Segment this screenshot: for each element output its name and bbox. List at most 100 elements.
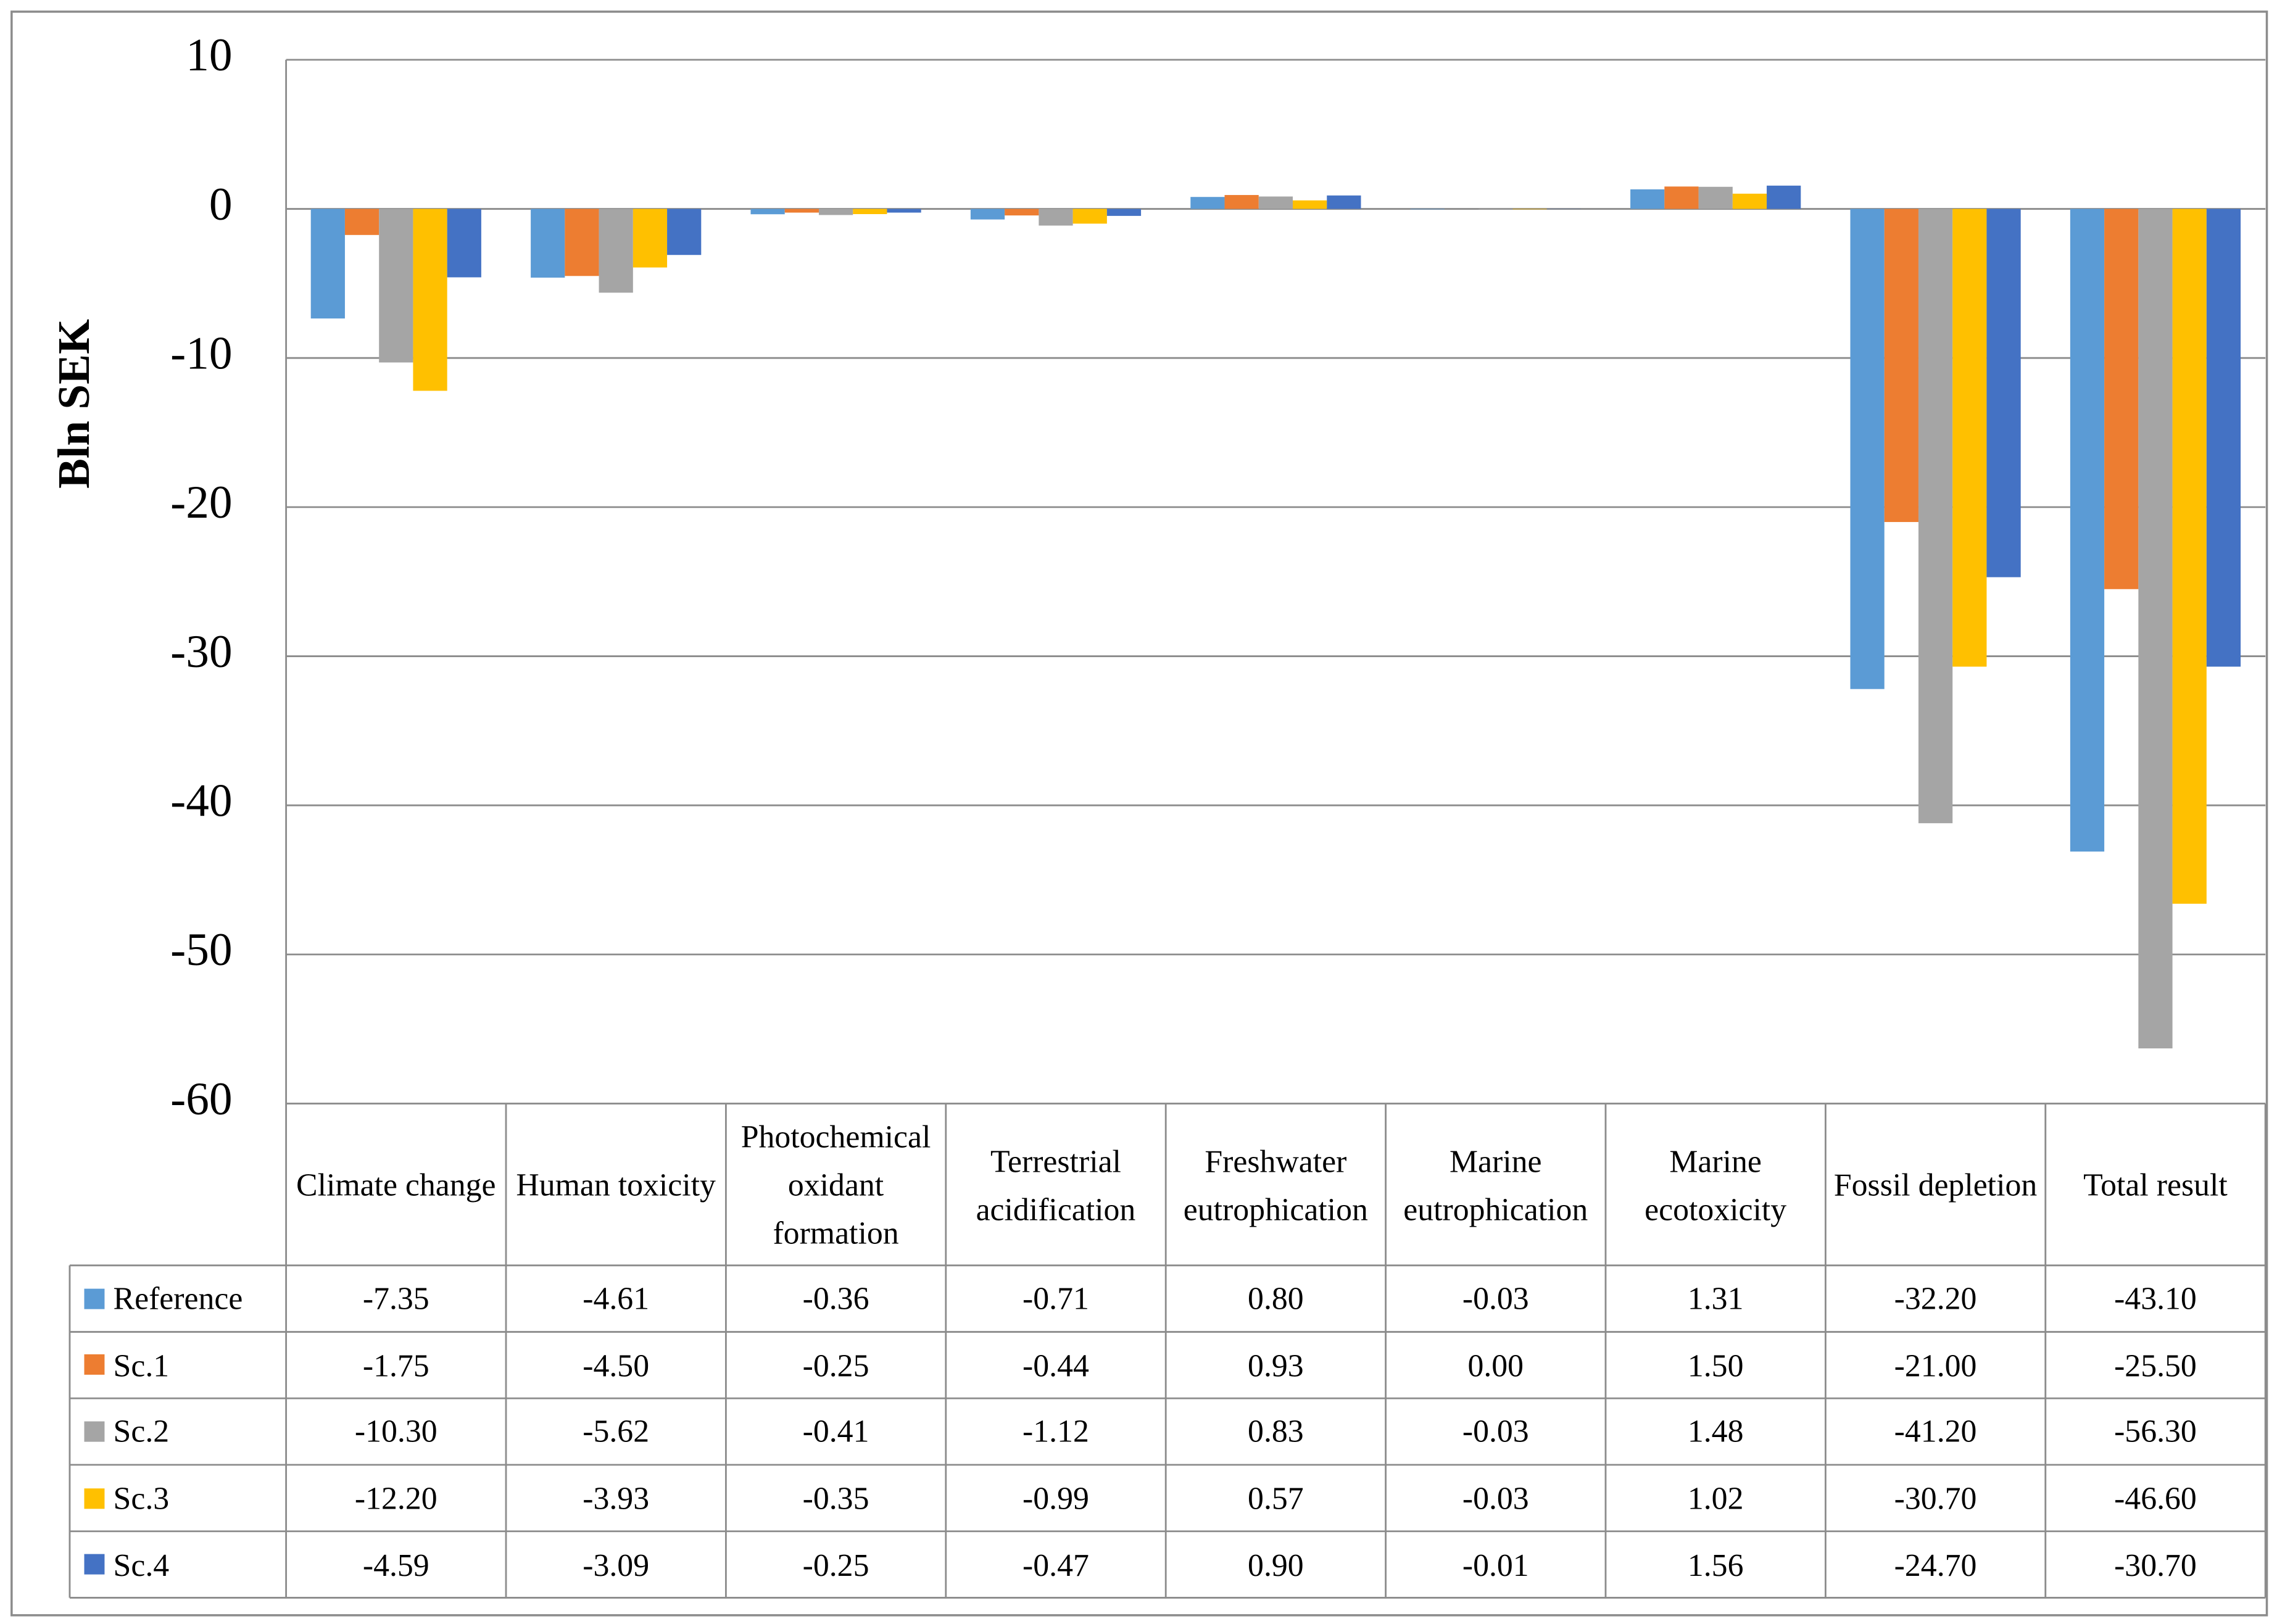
category-label: Human toxicity <box>516 1166 716 1203</box>
bar <box>2206 209 2241 667</box>
y-tick-label: -20 <box>170 477 232 528</box>
bar <box>853 209 887 214</box>
table-value: 0.90 <box>1248 1546 1304 1583</box>
bar <box>1479 209 1513 210</box>
legend-swatch <box>84 1288 105 1309</box>
bar <box>2138 209 2173 1049</box>
table-value: -7.35 <box>362 1280 429 1317</box>
bar <box>344 209 380 235</box>
table-value: -0.35 <box>802 1480 869 1517</box>
legend-entry: Sc.3 <box>70 1465 286 1531</box>
legend-swatch <box>84 1421 105 1442</box>
table-value: 1.02 <box>1687 1480 1744 1517</box>
bar <box>310 209 345 319</box>
bar <box>1106 209 1142 216</box>
bar <box>1918 209 1953 824</box>
legend-entry: Sc.4 <box>70 1531 286 1598</box>
legend-label: Sc.1 <box>113 1346 170 1383</box>
bar <box>2172 209 2207 904</box>
table-value: -10.30 <box>354 1413 438 1450</box>
table-value: -32.20 <box>1894 1280 1977 1317</box>
table-value: -12.20 <box>354 1480 438 1517</box>
legend-swatch <box>84 1488 105 1509</box>
table-value: 0.93 <box>1248 1346 1304 1383</box>
bar <box>1884 209 1918 523</box>
bar <box>1952 209 1987 667</box>
bar <box>1327 195 1361 209</box>
bar <box>447 209 481 278</box>
y-tick-label: -40 <box>170 775 232 826</box>
table-value: -3.93 <box>583 1480 650 1517</box>
table-value: -0.03 <box>1462 1413 1529 1450</box>
bar <box>1072 209 1107 224</box>
category-label: Photochemical oxidant formation <box>740 1118 931 1251</box>
table-value: -4.50 <box>583 1346 650 1383</box>
table-value: -0.36 <box>802 1280 869 1317</box>
table-value: -0.25 <box>802 1346 869 1383</box>
legend-swatch <box>84 1354 105 1375</box>
table-value: -0.47 <box>1022 1546 1089 1583</box>
table-value: 1.56 <box>1687 1546 1744 1583</box>
table-value: -1.75 <box>362 1346 429 1383</box>
table-value: -30.70 <box>2114 1546 2197 1583</box>
bar <box>784 209 819 213</box>
legend-label: Reference <box>113 1280 243 1317</box>
table-value: -5.62 <box>583 1413 650 1450</box>
table-value: -0.03 <box>1462 1480 1529 1517</box>
table-value: -41.20 <box>1894 1413 1977 1450</box>
table-value: -56.30 <box>2114 1413 2197 1450</box>
y-tick-label: -60 <box>170 1074 232 1125</box>
bar <box>1732 193 1767 209</box>
bar <box>1224 195 1259 209</box>
bar <box>632 209 668 268</box>
table-value: -1.12 <box>1022 1413 1089 1450</box>
table-value: -24.70 <box>1894 1546 1977 1583</box>
table-value: 0.00 <box>1467 1346 1524 1383</box>
legend-entry: Sc.1 <box>70 1332 286 1399</box>
bar <box>1698 186 1733 209</box>
bar <box>1512 209 1547 210</box>
table-value: 1.31 <box>1687 1280 1744 1317</box>
table-value: -0.44 <box>1022 1346 1089 1383</box>
y-axis-label: Bln SEK <box>49 319 99 489</box>
table-value: 0.57 <box>1248 1480 1304 1517</box>
bar <box>1039 209 1073 226</box>
bar <box>1986 209 2021 578</box>
category-label: Fossil depletion <box>1833 1166 2038 1203</box>
table-value: -46.60 <box>2114 1480 2197 1517</box>
bar <box>1005 209 1039 216</box>
table-value: 1.48 <box>1687 1413 1744 1450</box>
category-label: Marine eutrophication <box>1403 1142 1588 1227</box>
table-value: 1.50 <box>1687 1346 1744 1383</box>
table-value: 0.83 <box>1248 1413 1304 1450</box>
bar <box>818 209 853 215</box>
bar <box>1258 196 1293 209</box>
bar <box>1190 197 1225 209</box>
table-value: -0.71 <box>1022 1280 1089 1317</box>
legend-swatch <box>84 1554 105 1575</box>
bar <box>1850 209 1885 689</box>
table-value: -4.59 <box>362 1546 429 1583</box>
bar <box>1410 209 1445 210</box>
bar <box>887 209 921 213</box>
bar <box>1767 185 1801 209</box>
legend-label: Sc.3 <box>113 1480 170 1517</box>
bar <box>531 209 565 278</box>
bar <box>565 209 599 276</box>
category-label: Freshwater eutrophication <box>1183 1142 1368 1227</box>
bar <box>667 209 702 255</box>
category-label: Climate change <box>296 1166 496 1203</box>
table-value: -0.03 <box>1462 1280 1529 1317</box>
bar <box>970 209 1005 220</box>
bar <box>1664 186 1699 209</box>
bar <box>1630 189 1665 209</box>
table-value: -0.25 <box>802 1546 869 1583</box>
legend-label: Sc.4 <box>113 1546 170 1583</box>
y-tick-label: -30 <box>170 626 232 677</box>
table-value: -0.01 <box>1462 1546 1529 1583</box>
bar <box>599 209 633 293</box>
table-value: -21.00 <box>1894 1346 1977 1383</box>
y-tick-label: -10 <box>170 328 232 379</box>
